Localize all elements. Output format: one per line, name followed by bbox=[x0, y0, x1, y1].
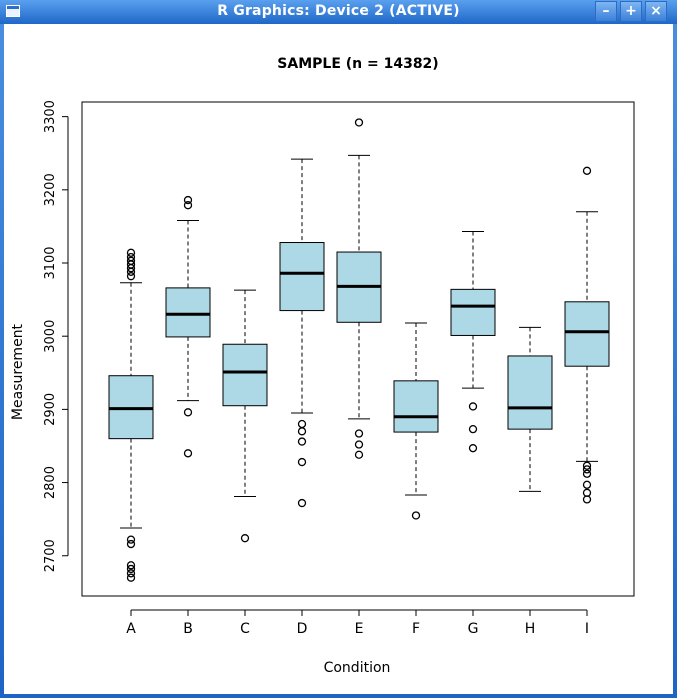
outlier-point bbox=[126, 272, 136, 281]
box-group-f bbox=[393, 322, 439, 520]
box-iqr bbox=[507, 355, 553, 430]
outlier-point bbox=[468, 424, 478, 434]
outlier-point bbox=[126, 256, 136, 265]
x-tick-label: E bbox=[355, 621, 364, 637]
y-tick-label: 3300 bbox=[43, 100, 58, 133]
box-iqr bbox=[279, 242, 325, 312]
outlier-point bbox=[354, 440, 364, 449]
minimize-button[interactable]: – bbox=[595, 1, 617, 22]
y-axis: 2700 2800 2900 3000 3100 3200 3300 bbox=[43, 100, 69, 572]
outlier-point bbox=[582, 166, 592, 175]
outlier-point bbox=[582, 465, 592, 474]
x-tick-label: D bbox=[297, 621, 308, 637]
plot-frame bbox=[81, 101, 635, 597]
x-tick-label: I bbox=[585, 621, 589, 637]
title-bar[interactable]: R Graphics: Device 2 (ACTIVE) – + × bbox=[0, 0, 677, 24]
box-group-e bbox=[336, 118, 382, 459]
outlier-point bbox=[183, 449, 193, 458]
chart-title: SAMPLE (n = 14382) bbox=[277, 56, 438, 72]
window-title: R Graphics: Device 2 (ACTIVE) bbox=[217, 3, 460, 19]
outlier-point bbox=[297, 457, 307, 467]
outlier-point bbox=[126, 248, 136, 257]
x-tick-label: G bbox=[468, 621, 479, 637]
y-axis-label: Measurement bbox=[10, 323, 26, 420]
maximize-button[interactable]: + bbox=[620, 1, 642, 22]
outlier-point bbox=[126, 539, 136, 549]
y-tick-label: 2800 bbox=[43, 466, 58, 499]
box-group-d bbox=[279, 158, 325, 508]
outlier-point bbox=[183, 195, 193, 205]
y-tick-label: 2900 bbox=[43, 393, 58, 426]
y-tick-label: 3200 bbox=[43, 173, 58, 206]
outlier-point bbox=[468, 444, 478, 453]
outlier-point bbox=[468, 402, 478, 411]
outlier-point bbox=[126, 561, 136, 570]
outlier-point bbox=[582, 480, 592, 489]
outlier-point bbox=[354, 450, 364, 459]
box-group-a bbox=[108, 248, 154, 582]
box-iqr bbox=[165, 287, 211, 338]
box-group-b bbox=[165, 195, 211, 458]
x-tick-label: B bbox=[183, 621, 193, 637]
boxplot-chart: SAMPLE (n = 14382) Condition Measurement… bbox=[10, 56, 635, 676]
y-tick-label: 3100 bbox=[43, 246, 58, 279]
outlier-point bbox=[297, 427, 307, 436]
outlier-point bbox=[582, 469, 592, 478]
y-tick-label: 2700 bbox=[43, 539, 58, 572]
x-tick-label: F bbox=[412, 621, 420, 637]
outlier-point bbox=[297, 498, 307, 508]
box-group-c bbox=[222, 289, 268, 543]
outlier-point bbox=[126, 535, 136, 544]
box-group-g bbox=[450, 231, 496, 453]
outlier-point bbox=[297, 419, 307, 429]
outlier-point bbox=[582, 461, 592, 470]
x-tick-label: C bbox=[240, 621, 250, 637]
outlier-point bbox=[354, 118, 364, 127]
outlier-point bbox=[126, 573, 136, 582]
x-tick-label: H bbox=[525, 621, 536, 637]
outlier-point bbox=[126, 569, 136, 578]
outlier-point bbox=[411, 511, 421, 520]
box-iqr bbox=[222, 343, 268, 407]
boxes-layer bbox=[108, 118, 610, 582]
x-tick-label: A bbox=[126, 621, 136, 637]
box-group-i bbox=[564, 166, 610, 504]
outlier-point bbox=[297, 437, 307, 446]
outlier-point bbox=[183, 201, 193, 210]
outlier-point bbox=[183, 408, 193, 417]
window-icon[interactable] bbox=[6, 5, 20, 17]
outlier-point bbox=[240, 534, 250, 543]
y-tick-label: 3000 bbox=[43, 320, 58, 353]
box-iqr bbox=[450, 288, 496, 336]
close-button[interactable]: × bbox=[645, 1, 667, 22]
outlier-point bbox=[126, 564, 136, 574]
outlier-point bbox=[354, 429, 364, 438]
box-iqr bbox=[564, 301, 610, 367]
box-iqr bbox=[393, 380, 439, 433]
plot-area: SAMPLE (n = 14382) Condition Measurement… bbox=[4, 24, 673, 694]
outlier-point bbox=[126, 253, 136, 262]
x-axis: A B C D E F G H I bbox=[126, 609, 589, 637]
outlier-point bbox=[582, 488, 592, 497]
x-axis-label: Condition bbox=[324, 660, 391, 676]
box-group-h bbox=[507, 326, 553, 492]
